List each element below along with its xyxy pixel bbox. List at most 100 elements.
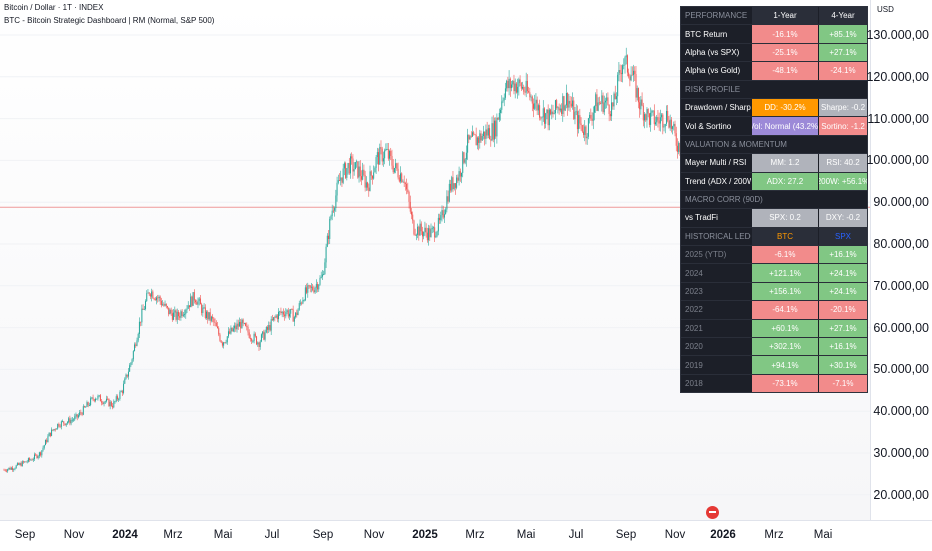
candle-body <box>440 215 442 221</box>
candle-body <box>351 156 353 159</box>
candle-body <box>80 412 82 414</box>
indicator-title[interactable]: BTC - Bitcoin Strategic Dashboard | RM (… <box>4 16 215 25</box>
candle-body <box>9 467 11 470</box>
candle-body <box>532 103 534 109</box>
candle-body <box>664 123 666 127</box>
ledger-btc: +302.1% <box>751 338 818 356</box>
candle-body <box>130 362 132 366</box>
candle-body <box>309 285 311 288</box>
200w-value: 200W: +56.1% <box>818 172 867 190</box>
candle-body <box>227 331 229 337</box>
candle-body <box>672 126 674 129</box>
candle-body <box>450 183 452 191</box>
symbol-title[interactable]: Bitcoin / Dollar · 1T · INDEX <box>4 3 104 12</box>
candle-body <box>251 338 253 342</box>
candle-body <box>34 454 36 460</box>
candle-body <box>615 96 617 100</box>
candle-body <box>591 118 593 121</box>
candle-body <box>346 168 348 178</box>
candle-body <box>270 319 272 331</box>
candle-body <box>471 132 473 137</box>
price-tick-label: 130.000,00 <box>866 28 929 42</box>
candle-body <box>159 296 161 301</box>
ledger-section-label: HISTORICAL LEDGER <box>685 231 751 241</box>
candle-body <box>514 83 516 92</box>
adx-value: ADX: 27.2 <box>751 172 818 190</box>
candle-body <box>437 217 439 232</box>
candle-body <box>530 96 532 98</box>
candle-body <box>395 163 397 168</box>
candle-body <box>51 429 53 436</box>
candle-body <box>410 211 412 215</box>
candle-body <box>143 309 145 310</box>
candle-body <box>274 317 276 319</box>
candle-body <box>271 319 273 321</box>
candle-body <box>406 183 408 190</box>
candle-body <box>513 80 515 92</box>
candle-body <box>525 80 527 93</box>
candle-body <box>504 88 506 98</box>
us-flag-icon[interactable] <box>706 506 719 519</box>
candle-body <box>667 110 669 121</box>
candle-body <box>132 351 134 360</box>
candle-body <box>545 113 547 124</box>
candle-body <box>126 374 128 377</box>
candle-body <box>384 150 386 159</box>
time-tick-label: Mai <box>516 529 536 541</box>
candle-body <box>37 456 39 459</box>
candle-body <box>633 70 635 76</box>
candle-body <box>581 124 583 132</box>
ledger-row: 2020 +302.1% +16.1% <box>681 338 867 357</box>
candle-body <box>362 169 364 180</box>
candle-body <box>234 325 236 329</box>
candle-body <box>583 131 585 135</box>
candle-body <box>645 114 647 121</box>
candle-body <box>223 342 225 346</box>
candle-body <box>38 452 40 457</box>
candle-body <box>217 326 219 329</box>
ledger-btc: +60.1% <box>751 319 818 338</box>
candle-body <box>554 100 556 114</box>
candle-body <box>522 86 524 89</box>
time-tick-label: Nov <box>363 529 385 541</box>
ledger-btc: -64.1% <box>751 301 818 319</box>
candle-body <box>328 235 330 240</box>
row-label: Alpha (vs SPX) <box>685 47 740 57</box>
candle-body <box>93 399 95 401</box>
time-tick-label: Nov <box>63 529 85 541</box>
ledger-spx: +27.1% <box>818 319 867 338</box>
candle-body <box>496 117 498 137</box>
candle-body <box>177 311 179 317</box>
candle-body <box>273 317 275 321</box>
candle-body <box>524 91 526 93</box>
candle-body <box>448 183 450 202</box>
alpha-gold-4y: -24.1% <box>818 62 867 80</box>
candle-body <box>259 341 261 348</box>
candle-body <box>396 163 398 169</box>
price-axis[interactable]: USD 130.000,00 120.000,00 110.000,00 100.00… <box>866 0 932 520</box>
candle-body <box>442 210 444 218</box>
candle-body <box>356 161 358 163</box>
candle-body <box>54 429 56 430</box>
candle-body <box>204 307 206 318</box>
candle-body <box>481 136 483 141</box>
price-tick-label: 50.000,00 <box>873 362 929 377</box>
candle-body <box>301 302 303 304</box>
candle-body <box>64 423 66 426</box>
candle-body <box>137 333 139 341</box>
candle-body <box>220 340 222 343</box>
ledger-spx: -7.1% <box>818 374 867 393</box>
candle-body <box>552 111 554 115</box>
candle-body <box>420 223 422 232</box>
candle-body <box>592 112 594 121</box>
time-axis[interactable]: Sep Nov 2024 Mrz Mai Jul Sep Nov 2025 Mrz Mai Jul Se… <box>0 520 932 551</box>
candle-body <box>219 334 221 341</box>
candle-body <box>432 227 434 229</box>
price-chart[interactable]: Bitcoin / Dollar · 1T · INDEX BTC - Bitc… <box>0 0 870 520</box>
currency-label[interactable]: USD <box>877 5 894 14</box>
candle-body <box>85 406 87 408</box>
candle-body <box>371 175 373 179</box>
candle-body <box>368 187 370 192</box>
candle-body <box>134 344 136 352</box>
candle-body <box>147 292 149 294</box>
